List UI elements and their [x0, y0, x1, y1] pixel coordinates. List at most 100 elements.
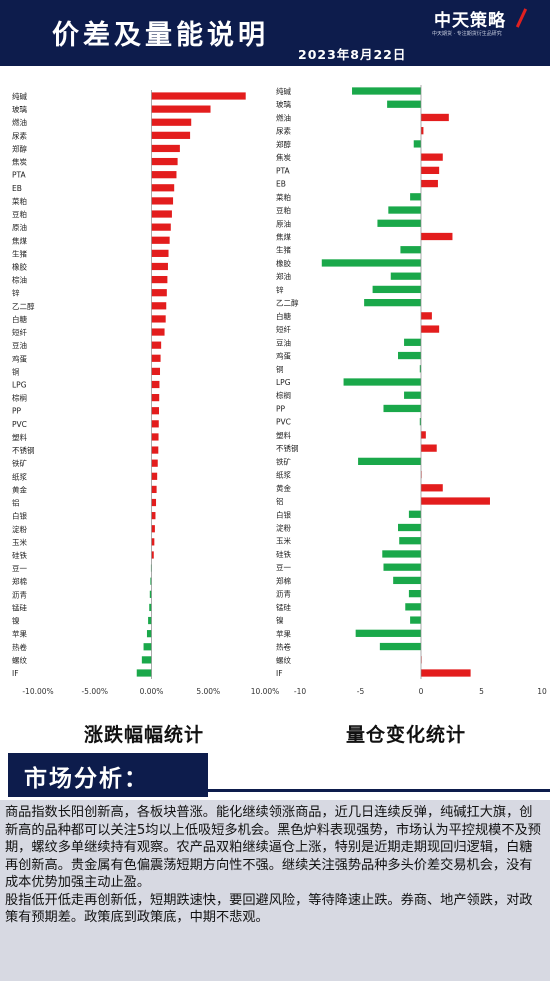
category-label: 棕榈: [12, 393, 27, 403]
bar: [151, 538, 155, 546]
category-label: 热卷: [276, 642, 291, 652]
bar: [151, 210, 172, 218]
bar: [358, 457, 421, 466]
bar: [377, 219, 421, 227]
category-label: 苹果: [12, 629, 27, 639]
category-label: 棕油: [12, 275, 27, 285]
category-label: 原油: [12, 222, 27, 232]
bar: [398, 523, 421, 532]
category-label: EB: [276, 180, 286, 189]
category-label: 白糖: [12, 314, 27, 324]
logo-subtext: 中天期货 · 专注期货衍生品研究: [432, 31, 502, 37]
bar: [364, 298, 421, 307]
logo-slash-icon: [515, 8, 528, 28]
category-label: 焦炭: [276, 152, 291, 162]
bar: [408, 510, 421, 518]
bar: [151, 315, 166, 323]
category-label: 豆油: [12, 340, 27, 350]
bar: [383, 563, 421, 571]
category-label: 纯碱: [12, 91, 27, 101]
bar: [343, 378, 421, 386]
category-label: 玉米: [12, 537, 27, 547]
category-label: 焦煤: [276, 232, 291, 242]
bar: [150, 577, 152, 585]
category-label: 豆油: [276, 337, 291, 347]
bar: [151, 157, 178, 166]
category-label: 沥青: [276, 589, 291, 599]
bar: [136, 669, 152, 677]
bar: [379, 642, 421, 651]
bar: [151, 512, 156, 520]
tick-label: -10.00%: [22, 687, 53, 696]
bar: [151, 394, 160, 402]
bar: [141, 656, 152, 664]
bar: [398, 351, 421, 360]
bar: [151, 420, 159, 428]
category-label: 铝: [12, 498, 20, 508]
bar: [405, 603, 421, 611]
bar: [421, 179, 438, 188]
bar: [387, 100, 421, 108]
category-label: PTA: [12, 171, 27, 180]
category-label: 燃油: [276, 112, 291, 122]
category-label: 乙二醇: [12, 301, 35, 311]
category-label: 郑醇: [276, 139, 291, 149]
bar: [399, 537, 421, 545]
category-label: 玉米: [276, 536, 291, 546]
bar: [151, 380, 160, 389]
category-label: 橡胶: [12, 261, 27, 271]
category-label: 短纤: [12, 327, 27, 337]
bar: [382, 550, 421, 558]
category-label: 短纤: [276, 324, 291, 334]
category-label: 郑醇: [12, 143, 27, 153]
category-label: PP: [12, 407, 22, 416]
bar: [149, 603, 152, 612]
bar: [151, 118, 192, 126]
category-label: LPG: [12, 381, 27, 390]
bar: [390, 272, 421, 280]
category-label: 玻璃: [12, 104, 27, 114]
bar: [355, 629, 421, 637]
section-divider: [208, 789, 550, 792]
bar: [151, 459, 158, 467]
bar: [421, 232, 453, 241]
category-label: PP: [276, 404, 286, 413]
bar: [393, 576, 421, 585]
category-label: 焦煤: [12, 235, 27, 245]
bar: [410, 616, 421, 624]
bar: [151, 262, 168, 271]
tick-label: -5.00%: [81, 687, 108, 696]
category-label: 纸浆: [12, 471, 27, 481]
category-label: 郑棉: [12, 576, 27, 586]
bar: [151, 249, 169, 257]
tick-label: 5.00%: [196, 687, 220, 696]
tick-label: 10.00%: [251, 687, 280, 696]
bar: [151, 223, 171, 231]
category-label: 不锈钢: [276, 443, 299, 453]
bar: [408, 589, 421, 598]
category-label: 生猪: [12, 248, 27, 258]
category-label: 生猪: [276, 245, 291, 255]
bar: [151, 407, 159, 415]
bar: [151, 472, 158, 480]
charts-area: 纯碱玻璃燃油尿素郑醇焦炭PTAEB菜粕豆粕原油焦煤生猪橡胶棕油锌乙二醇白糖短纤豆…: [12, 85, 547, 696]
bar: [419, 365, 421, 373]
bar: [404, 391, 421, 399]
bar: [421, 166, 440, 175]
category-label: 豆一: [12, 564, 27, 573]
bar: [151, 498, 157, 507]
brand-logo: 中天策略 中天期货 · 专注期货衍生品研究: [430, 6, 542, 42]
header-banner: 价差及量能说明 2023年8月22日 中天策略 中天期货 · 专注期货衍生品研究: [0, 0, 550, 66]
bar: [388, 206, 421, 214]
tick-label: 0.00%: [140, 687, 164, 696]
bar: [151, 328, 165, 336]
category-label: 纸浆: [276, 470, 291, 480]
category-label: IF: [12, 669, 19, 678]
category-label: 乙二醇: [276, 298, 299, 308]
category-label: 铁矿: [276, 456, 291, 466]
category-label: 玻璃: [276, 99, 291, 109]
category-label: 菜粕: [12, 196, 27, 206]
category-label: 黄金: [12, 484, 27, 494]
bar: [151, 171, 177, 179]
